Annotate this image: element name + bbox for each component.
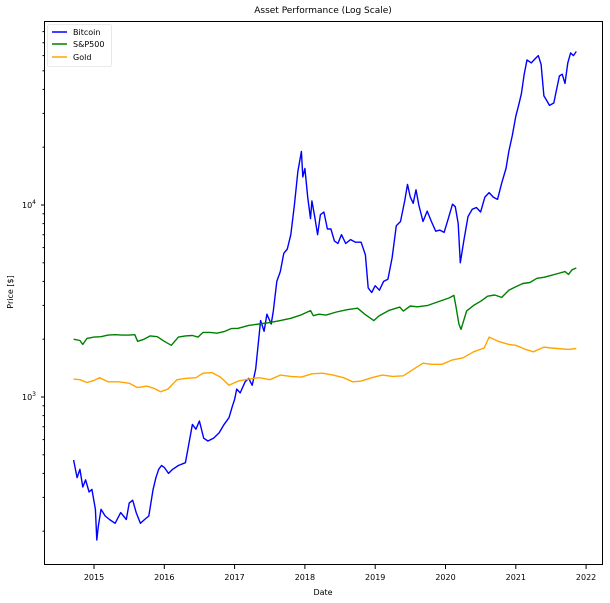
series-line-sp500 (73, 267, 577, 346)
series-line-bitcoin (72, 51, 577, 541)
x-tick-label: 2019 (365, 573, 385, 582)
legend-label-sp500: S&P500 (73, 40, 104, 49)
series-line-gold (73, 336, 577, 393)
plot-lines (72, 51, 577, 541)
y-tick-label: 104 (22, 199, 36, 210)
x-tick-label: 2021 (506, 573, 526, 582)
legend-box (47, 24, 112, 67)
y-tick-label: 103 (22, 391, 36, 402)
legend-label-bitcoin: Bitcoin (73, 28, 100, 37)
x-tick-label: 2022 (576, 573, 596, 582)
y-axis-label: Price [$] (6, 275, 15, 308)
plot-frame (44, 21, 603, 565)
x-axis: 2015 2016 2017 2018 2019 2020 2021 2022 (84, 565, 596, 582)
legend-label-gold: Gold (73, 53, 91, 62)
x-tick-label: 2015 (84, 573, 104, 582)
x-axis-label: Date (313, 588, 332, 597)
x-tick-label: 2016 (154, 573, 174, 582)
chart-title: Asset Performance (Log Scale) (254, 6, 392, 16)
x-tick-label: 2020 (435, 573, 455, 582)
x-tick-label: 2018 (295, 573, 315, 582)
x-tick-label: 2017 (224, 573, 244, 582)
legend: Bitcoin S&P500 Gold (47, 24, 112, 67)
y-axis: 103 104 (22, 31, 45, 532)
